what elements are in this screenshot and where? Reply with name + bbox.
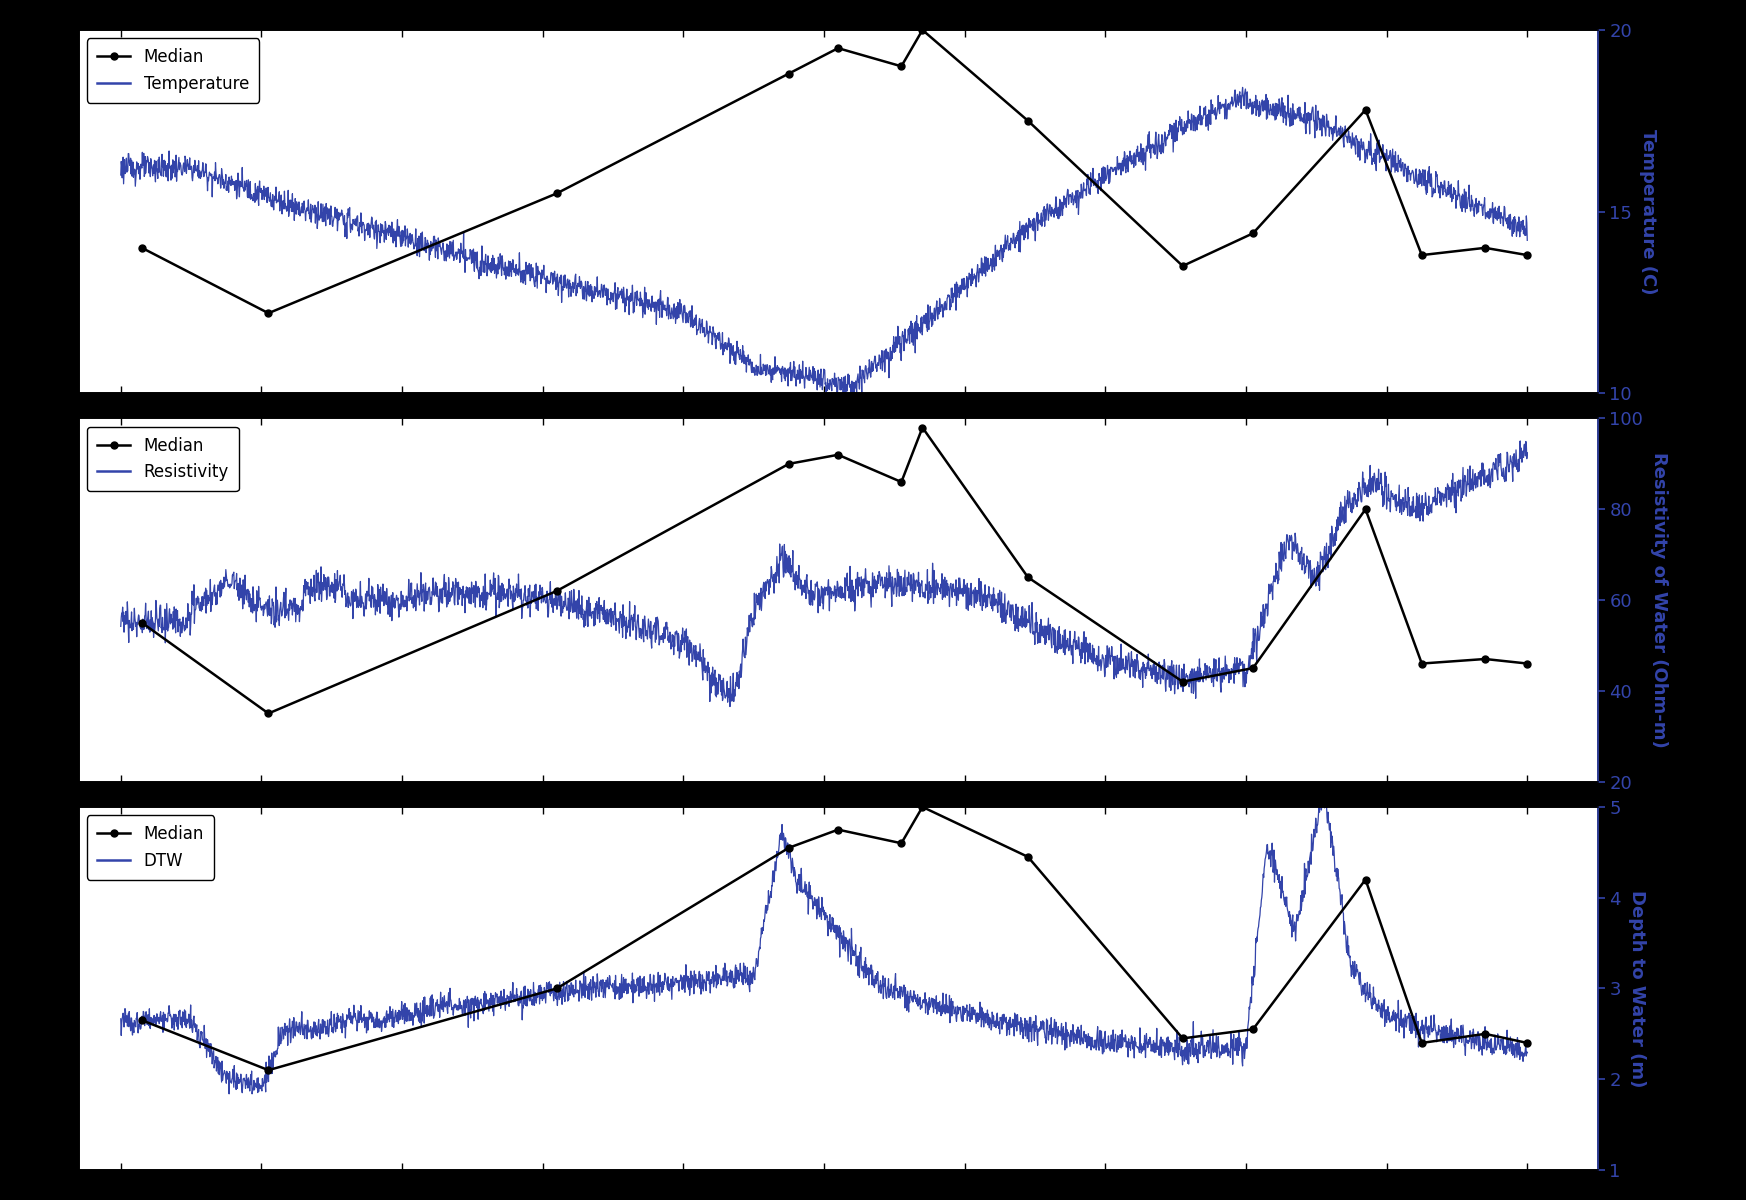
Y-axis label: Depth to Water (m): Depth to Water (m) [1627, 889, 1646, 1087]
Legend: Median, DTW: Median, DTW [87, 815, 215, 880]
Y-axis label: Resistivity of Water (Ohm-m): Resistivity of Water (Ohm-m) [1650, 452, 1667, 748]
Y-axis label: Temperature (C): Temperature (C) [1639, 128, 1657, 294]
Legend: Median, Temperature: Median, Temperature [87, 38, 258, 103]
Legend: Median, Resistivity: Median, Resistivity [87, 427, 239, 491]
